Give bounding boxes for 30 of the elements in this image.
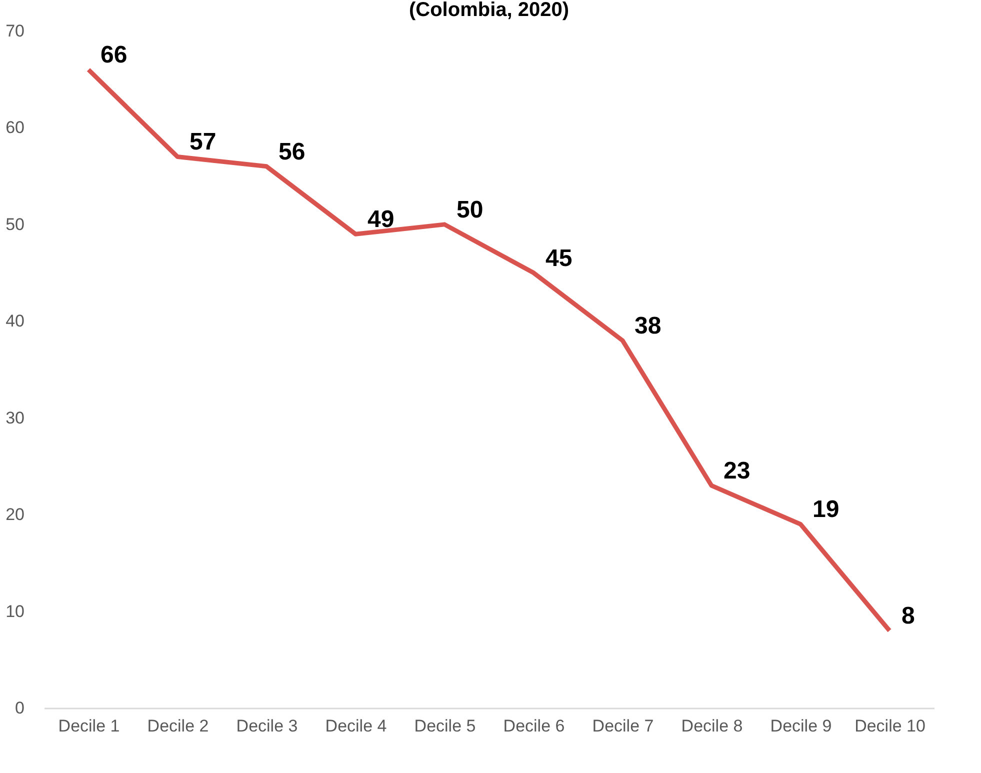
y-tick-label: 0 bbox=[15, 698, 24, 718]
x-tick-label: Decile 9 bbox=[770, 716, 832, 736]
line-series bbox=[86, 67, 892, 633]
y-tick-label: 40 bbox=[6, 312, 24, 331]
data-label: 57 bbox=[190, 128, 216, 156]
y-tick-label: 60 bbox=[6, 118, 24, 138]
x-tick-label: Decile 10 bbox=[854, 716, 926, 736]
x-tick-label: Decile 3 bbox=[236, 716, 298, 736]
data-label: 38 bbox=[634, 312, 662, 340]
y-tick-label: 10 bbox=[6, 602, 24, 621]
y-tick-label: 70 bbox=[6, 22, 24, 40]
data-label: 56 bbox=[278, 138, 306, 166]
x-tick-label: Decile 2 bbox=[147, 716, 209, 736]
data-label: 45 bbox=[546, 244, 572, 272]
data-label: 19 bbox=[812, 496, 840, 524]
y-tick-label: 20 bbox=[6, 505, 24, 524]
y-tick-label: 30 bbox=[6, 408, 24, 428]
data-label: 23 bbox=[724, 458, 750, 485]
x-tick-label: Decile 4 bbox=[325, 716, 387, 736]
y-tick-label: 50 bbox=[6, 214, 24, 234]
x-tick-label: Decile 8 bbox=[681, 716, 743, 736]
data-label: 50 bbox=[456, 196, 484, 224]
data-label: 66 bbox=[100, 42, 128, 69]
chart-title: (Colombia, 2020) bbox=[408, 0, 570, 21]
x-tick-label: Decile 6 bbox=[503, 716, 565, 736]
x-tick-label: Decile 7 bbox=[592, 716, 654, 736]
data-label: 8 bbox=[902, 602, 915, 630]
x-tick-label: Decile 5 bbox=[414, 716, 476, 736]
x-tick-label: Decile 1 bbox=[58, 716, 120, 736]
data-label: 49 bbox=[368, 206, 394, 234]
